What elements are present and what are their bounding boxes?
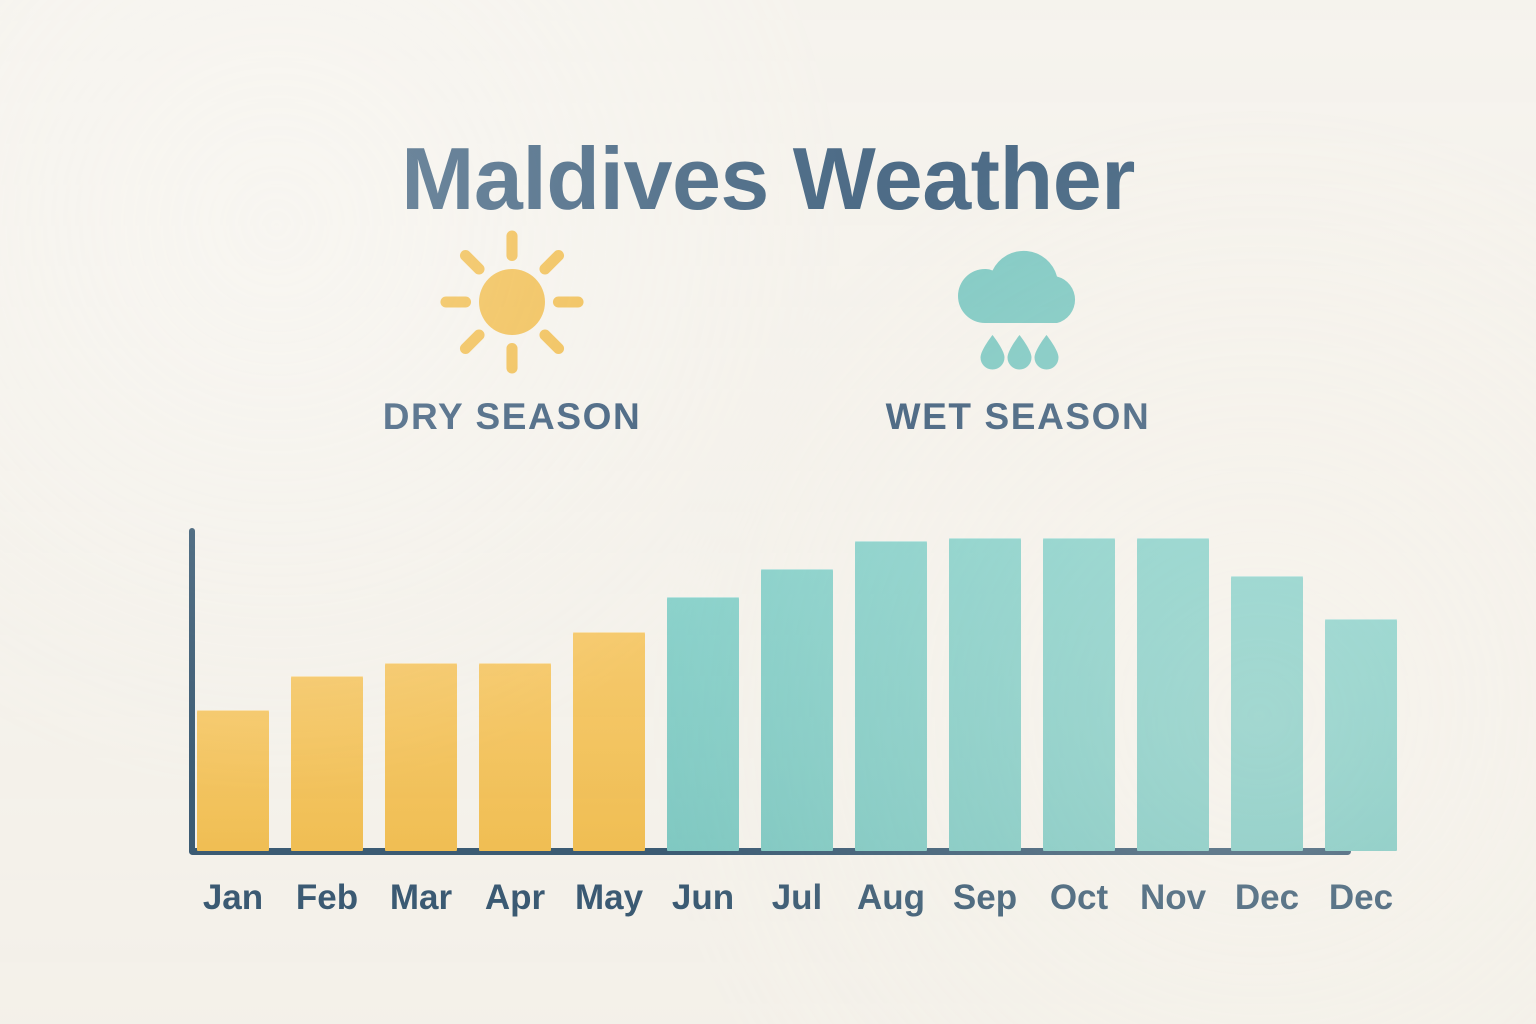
x-label-9: Oct — [1049, 878, 1109, 917]
x-label-5: Jun — [671, 878, 735, 917]
x-label-10: Nov — [1139, 878, 1207, 917]
bar-sep-8 — [949, 538, 1021, 851]
bar-mar-2 — [385, 663, 457, 851]
bar-feb-1 — [291, 676, 363, 851]
x-label-6: Jul — [771, 878, 823, 917]
legend-item-wet-season: WET SEASON — [838, 222, 1198, 438]
bar-dec-11 — [1231, 576, 1303, 851]
x-label-12: Dec — [1328, 878, 1394, 917]
bar-dec-12 — [1325, 619, 1397, 851]
bar-oct-9 — [1043, 538, 1115, 851]
bar-aug-7 — [855, 541, 927, 851]
y-axis-line — [189, 528, 195, 854]
legend-label-wet-season: WET SEASON — [885, 396, 1151, 437]
rain-cloud-icon — [838, 222, 1198, 382]
bar-jan-0 — [197, 710, 269, 851]
x-label-4: May — [574, 878, 644, 917]
bar-jul-6 — [761, 569, 833, 851]
bar-jun-5 — [667, 597, 739, 851]
x-label-7: Aug — [856, 878, 926, 917]
legend-label-dry-season: DRY SEASON — [382, 396, 642, 437]
legend-item-dry-season: DRY SEASON — [332, 222, 692, 438]
x-label-1: Feb — [295, 878, 359, 917]
bar-apr-3 — [479, 663, 551, 851]
bar-nov-10 — [1137, 538, 1209, 851]
x-axis-line — [189, 848, 1351, 855]
sun-icon — [332, 222, 692, 382]
x-label-0: Jan — [202, 878, 264, 917]
page-title: Maldives Weather — [401, 128, 1135, 228]
x-label-11: Dec — [1234, 878, 1300, 917]
x-label-2: Mar — [389, 878, 453, 917]
bar-may-4 — [573, 632, 645, 851]
x-label-3: Apr — [484, 878, 546, 917]
x-label-8: Sep — [952, 878, 1018, 917]
